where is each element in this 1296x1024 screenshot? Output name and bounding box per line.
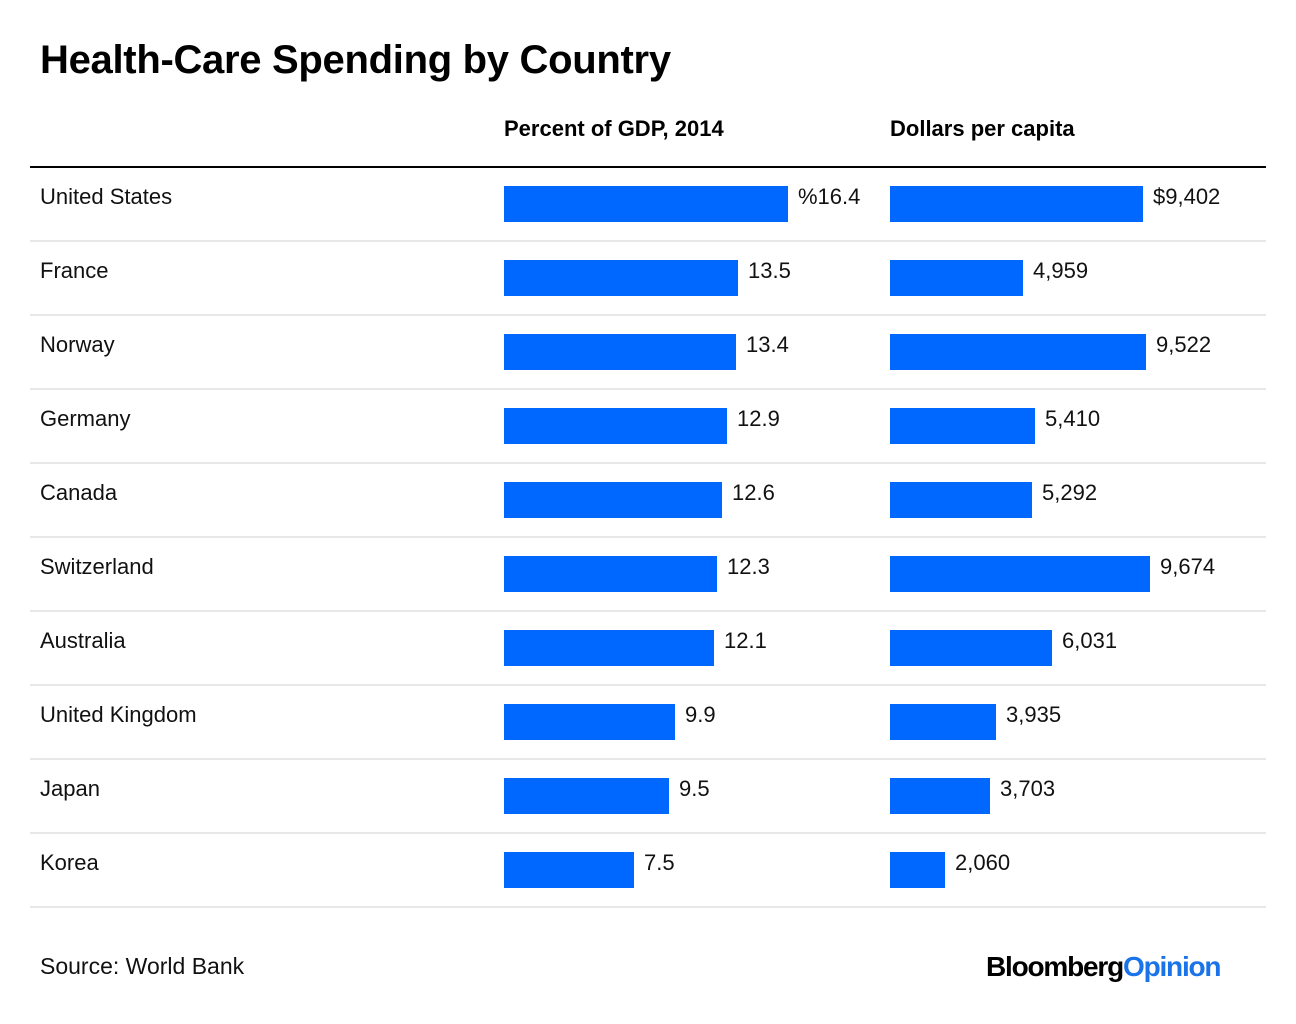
dollars-value-label: 4,959 [1033,258,1089,283]
table-row: Switzerland 12.3 9,674 [30,538,1266,612]
gdp-bar [504,704,675,740]
source-note: Source: World Bank [40,953,245,979]
country-label: Australia [40,628,126,653]
dollars-value-label: 5,292 [1042,480,1098,505]
table-row: United States %16.4 $9,402 [30,168,1266,242]
dollars-value-label: 3,703 [1000,776,1056,801]
gdp-bar [504,408,727,444]
logo-bloomberg: Bloomberg [986,951,1124,982]
table-row: Japan 9.5 3,703 [30,760,1266,834]
table-row: France 13.5 4,959 [30,242,1266,316]
column-header-dollars: Dollars per capita [890,116,1075,141]
table-row: Norway 13.4 9,522 [30,316,1266,390]
dollars-bar [890,704,996,740]
dollars-bar [890,556,1150,592]
gdp-bar [504,852,634,888]
gdp-value-label: 9.9 [685,702,716,727]
gdp-bar [504,334,736,370]
gdp-value-label: %16.4 [798,184,861,209]
dollars-value-label: 3,935 [1006,702,1062,727]
row-divider [30,536,1266,538]
table-row: Korea 7.5 2,060 [30,834,1266,908]
chart-title: Health-Care Spending by Country [40,38,671,82]
dollars-value-label: $9,402 [1153,184,1221,209]
gdp-value-label: 13.4 [746,332,789,357]
gdp-value-label: 7.5 [644,850,675,875]
country-label: Korea [40,850,99,875]
gdp-bar [504,556,717,592]
country-label: United Kingdom [40,702,197,727]
dollars-bar [890,186,1143,222]
row-divider [30,906,1266,908]
country-label: Japan [40,776,100,801]
dollars-value-label: 6,031 [1062,628,1118,653]
country-label: Germany [40,406,131,431]
country-label: Canada [40,480,118,505]
table-row: Canada 12.6 5,292 [30,464,1266,538]
row-divider [30,758,1266,760]
gdp-value-label: 13.5 [748,258,791,283]
country-label: United States [40,184,173,209]
gdp-bar [504,778,669,814]
bloomberg-opinion-logo: BloombergOpinion [986,951,1222,983]
gdp-bar [504,482,722,518]
dollars-value-label: 9,522 [1156,332,1212,357]
dollars-bar [890,482,1032,518]
gdp-bar [504,630,714,666]
country-label: Switzerland [40,554,154,579]
row-divider [30,832,1266,834]
dollars-bar [890,334,1146,370]
gdp-value-label: 9.5 [679,776,710,801]
dollars-bar [890,630,1052,666]
gdp-bar [504,260,738,296]
dollars-bar [890,408,1035,444]
dollars-value-label: 5,410 [1045,406,1101,431]
dollars-value-label: 2,060 [955,850,1011,875]
gdp-bar [504,186,788,222]
row-divider [30,684,1266,686]
gdp-value-label: 12.3 [727,554,770,579]
country-label: France [40,258,109,283]
dollars-bar [890,852,945,888]
header-divider [30,166,1266,168]
dollars-value-label: 9,674 [1160,554,1216,579]
table-row: Australia 12.1 6,031 [30,612,1266,686]
row-divider [30,240,1266,242]
dollars-bar [890,778,990,814]
gdp-value-label: 12.6 [732,480,775,505]
logo-opinion: Opinion [1122,951,1222,982]
dollars-bar [890,260,1023,296]
gdp-value-label: 12.1 [724,628,767,653]
row-divider [30,388,1266,390]
table-row: United Kingdom 9.9 3,935 [30,686,1266,760]
row-divider [30,314,1266,316]
country-label: Norway [40,332,115,357]
row-divider [30,610,1266,612]
row-divider [30,462,1266,464]
gdp-value-label: 12.9 [737,406,780,431]
table-row: Germany 12.9 5,410 [30,390,1266,464]
column-header-gdp: Percent of GDP, 2014 [504,116,724,141]
